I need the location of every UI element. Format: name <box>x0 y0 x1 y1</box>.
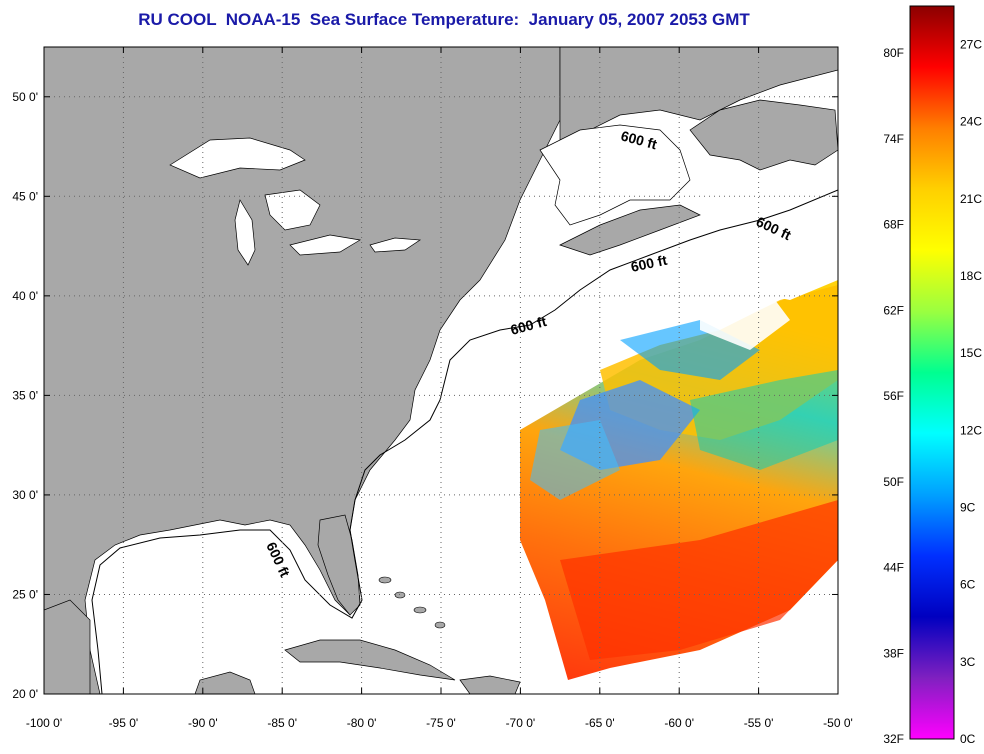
lon-tick-label: -50 0' <box>823 716 853 730</box>
fahrenheit-scale: 80F 74F 68F 62F 56F 50F 44F 38F 32F <box>883 46 904 746</box>
sst-map: 600 ft 600 ft 600 ft 600 ft 600 ft -100 … <box>12 46 853 730</box>
florida <box>317 514 361 616</box>
fahrenheit-label: 80F <box>883 46 904 60</box>
celsius-label: 6C <box>960 578 976 592</box>
celsius-label: 15C <box>960 346 982 360</box>
celsius-label: 0C <box>960 732 976 746</box>
fahrenheit-label: 32F <box>883 732 904 746</box>
fahrenheit-label: 62F <box>883 303 904 317</box>
fahrenheit-label: 74F <box>883 132 904 146</box>
lon-tick-label: -70 0' <box>506 716 536 730</box>
celsius-label: 27C <box>960 38 982 52</box>
lon-tick-label: -85 0' <box>267 716 297 730</box>
fahrenheit-label: 68F <box>883 218 904 232</box>
lon-tick-label: -75 0' <box>426 716 456 730</box>
lon-tick-label: -55 0' <box>744 716 774 730</box>
contour-label-3: 600 ft <box>629 252 668 275</box>
fahrenheit-label: 44F <box>883 561 904 575</box>
axis-ticks <box>43 47 839 695</box>
lat-tick-label: 45 0' <box>12 189 38 203</box>
celsius-label: 24C <box>960 115 982 129</box>
latitude-axis: 20 0' 25 0' 30 0' 35 0' 40 0' 45 0' 50 0' <box>12 90 38 701</box>
lat-tick-label: 20 0' <box>12 687 38 701</box>
lon-tick-label: -95 0' <box>109 716 139 730</box>
colorbar: 80F 74F 68F 62F 56F 50F 44F 38F 32F 27C 24C 21C 18C… <box>883 5 982 746</box>
lon-tick-label: -90 0' <box>188 716 218 730</box>
celsius-scale: 27C 24C 21C 18C 15C 12C 9C 6C 3C 0C <box>960 38 982 746</box>
celsius-label: 12C <box>960 423 982 437</box>
lat-tick-label: 30 0' <box>12 488 38 502</box>
great-lakes <box>169 124 691 266</box>
celsius-label: 9C <box>960 501 976 515</box>
lat-tick-label: 50 0' <box>12 90 38 104</box>
longitude-axis: -100 0' -95 0' -90 0' -85 0' -80 0' -75 0' -70… <box>26 716 853 730</box>
celsius-label: 3C <box>960 655 976 669</box>
lat-tick-label: 25 0' <box>12 587 38 601</box>
map-title: RU COOL NOAA-15 Sea Surface Temperature:… <box>138 10 750 29</box>
lon-tick-label: -80 0' <box>347 716 377 730</box>
fahrenheit-label: 56F <box>883 389 904 403</box>
fahrenheit-label: 50F <box>883 475 904 489</box>
lon-tick-label: -60 0' <box>664 716 694 730</box>
depth-contour-600ft <box>91 189 838 694</box>
lat-tick-label: 35 0' <box>12 388 38 402</box>
celsius-label: 18C <box>960 269 982 283</box>
lat-tick-label: 40 0' <box>12 289 38 303</box>
celsius-label: 21C <box>960 192 982 206</box>
colorbar-ramp <box>909 5 955 740</box>
bahamas <box>378 576 446 629</box>
fahrenheit-label: 38F <box>883 646 904 660</box>
lon-tick-label: -65 0' <box>585 716 615 730</box>
lon-tick-label: -100 0' <box>26 716 62 730</box>
